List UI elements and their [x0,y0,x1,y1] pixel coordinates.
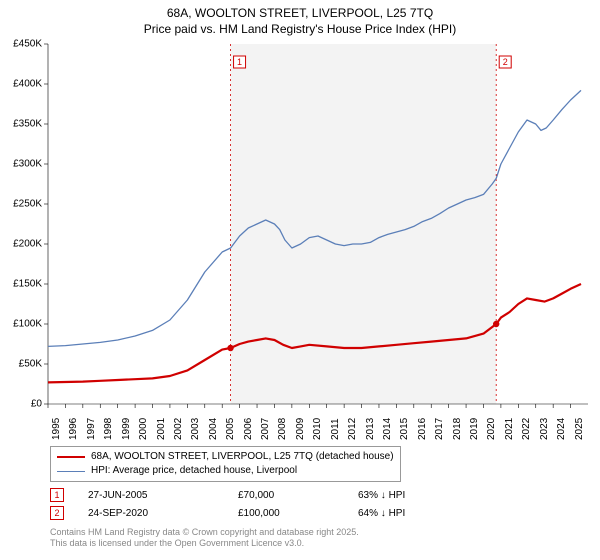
footnote-line2: This data is licensed under the Open Gov… [50,538,359,549]
legend: 68A, WOOLTON STREET, LIVERPOOL, L25 7TQ … [50,446,401,482]
chart-container: 68A, WOOLTON STREET, LIVERPOOL, L25 7TQ … [0,0,600,560]
x-tick-label: 1995 [51,418,62,440]
x-tick-label: 2002 [173,418,184,440]
x-tick-label: 2021 [504,418,515,440]
y-tick-label: £450K [13,39,42,50]
y-tick-label: £0 [31,399,42,410]
x-tick-label: 2018 [452,418,463,440]
x-tick-label: 1997 [86,418,97,440]
y-tick-label: £350K [13,119,42,130]
legend-swatch-hpi [57,471,85,472]
marker-date-1: 27-JUN-2005 [88,490,238,501]
y-tick-label: £200K [13,239,42,250]
x-tick-label: 1998 [103,418,114,440]
footnote-line1: Contains HM Land Registry data © Crown c… [50,527,359,538]
y-tick-label: £150K [13,279,42,290]
x-tick-label: 2023 [539,418,550,440]
marker-date-2: 24-SEP-2020 [88,508,238,519]
marker-row-1: 1 27-JUN-2005 £70,000 63% ↓ HPI [50,486,478,504]
x-tick-label: 2008 [277,418,288,440]
y-tick-label: £250K [13,199,42,210]
x-tick-label: 2004 [208,418,219,440]
legend-row-price: 68A, WOOLTON STREET, LIVERPOOL, L25 7TQ … [57,450,394,464]
legend-label-price: 68A, WOOLTON STREET, LIVERPOOL, L25 7TQ … [91,450,394,464]
legend-label-hpi: HPI: Average price, detached house, Live… [91,464,297,478]
x-tick-label: 2013 [365,418,376,440]
x-tick-label: 2019 [469,418,480,440]
x-tick-label: 2000 [138,418,149,440]
marker-delta-2: 64% ↓ HPI [358,508,478,519]
svg-text:1: 1 [237,57,242,67]
x-tick-label: 2017 [434,418,445,440]
x-tick-label: 2024 [556,418,567,440]
marker-delta-1: 63% ↓ HPI [358,490,478,501]
x-tick-label: 2022 [521,418,532,440]
marker-badge-1: 1 [50,488,64,502]
x-tick-label: 2012 [347,418,358,440]
x-tick-label: 1999 [121,418,132,440]
x-tick-label: 2006 [243,418,254,440]
marker-table: 1 27-JUN-2005 £70,000 63% ↓ HPI 2 24-SEP… [50,486,478,522]
x-tick-label: 2016 [417,418,428,440]
title-address: 68A, WOOLTON STREET, LIVERPOOL, L25 7TQ [0,6,600,22]
x-tick-label: 2010 [312,418,323,440]
marker-row-2: 2 24-SEP-2020 £100,000 64% ↓ HPI [50,504,478,522]
legend-swatch-price [57,456,85,458]
x-tick-label: 2003 [190,418,201,440]
y-tick-label: £100K [13,319,42,330]
y-tick-label: £50K [19,359,42,370]
x-tick-label: 2009 [295,418,306,440]
x-tick-label: 2011 [330,418,341,440]
chart-title: 68A, WOOLTON STREET, LIVERPOOL, L25 7TQ … [0,0,600,37]
x-tick-label: 2014 [382,418,393,440]
legend-row-hpi: HPI: Average price, detached house, Live… [57,464,394,478]
x-tick-label: 2020 [486,418,497,440]
y-tick-label: £400K [13,79,42,90]
x-tick-label: 2005 [225,418,236,440]
marker-price-2: £100,000 [238,508,358,519]
footnote: Contains HM Land Registry data © Crown c… [50,527,359,550]
x-tick-label: 1996 [68,418,79,440]
marker-price-1: £70,000 [238,490,358,501]
marker-badge-2: 2 [50,506,64,520]
svg-text:2: 2 [503,57,508,67]
chart-plot-area: 12 £0£50K£100K£150K£200K£250K£300K£350K£… [48,44,588,434]
x-tick-label: 2025 [574,418,585,440]
title-subtitle: Price paid vs. HM Land Registry's House … [0,22,600,38]
y-tick-label: £300K [13,159,42,170]
chart-svg: 12 [48,44,588,434]
x-tick-label: 2001 [156,418,167,440]
x-tick-label: 2015 [399,418,410,440]
x-tick-label: 2007 [260,418,271,440]
